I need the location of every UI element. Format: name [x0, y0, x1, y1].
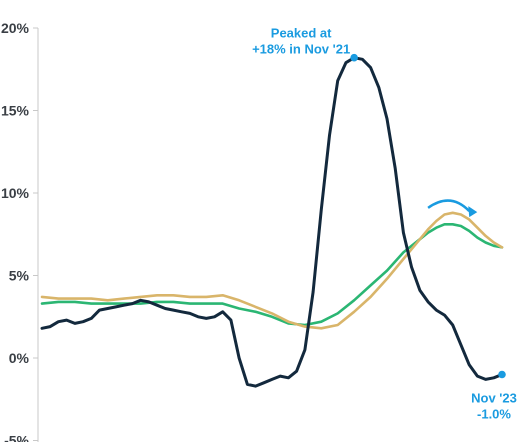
y-tick-label: 10%: [1, 185, 30, 201]
series-line-2: [40, 211, 504, 330]
trend-arrow-icon: [427, 199, 471, 213]
y-axis: 20% 15% 10% 5% 0% -5%: [1, 20, 38, 442]
y-tick-label: 15%: [1, 103, 30, 119]
series-lines: [40, 56, 504, 388]
y-tick-label: 0%: [9, 350, 30, 366]
series-line-1: [40, 56, 504, 388]
annotations: Peaked at+18% in Nov '21 Nov '23-1.0%: [252, 26, 517, 422]
annotation-label: Nov '23: [471, 391, 517, 406]
y-tick-label: -5%: [4, 433, 29, 442]
y-tick-label: 5%: [9, 268, 30, 284]
annotation-label: Peaked at: [271, 26, 332, 41]
trend-arrowhead-icon: [468, 206, 478, 218]
series-line-3: [40, 223, 504, 327]
annotation-label: -1.0%: [477, 407, 511, 422]
annotation-label: +18% in Nov '21: [252, 42, 350, 57]
annotation-marker: [350, 53, 358, 62]
y-tick-label: 20%: [1, 20, 30, 36]
annotation-marker: [498, 370, 506, 379]
